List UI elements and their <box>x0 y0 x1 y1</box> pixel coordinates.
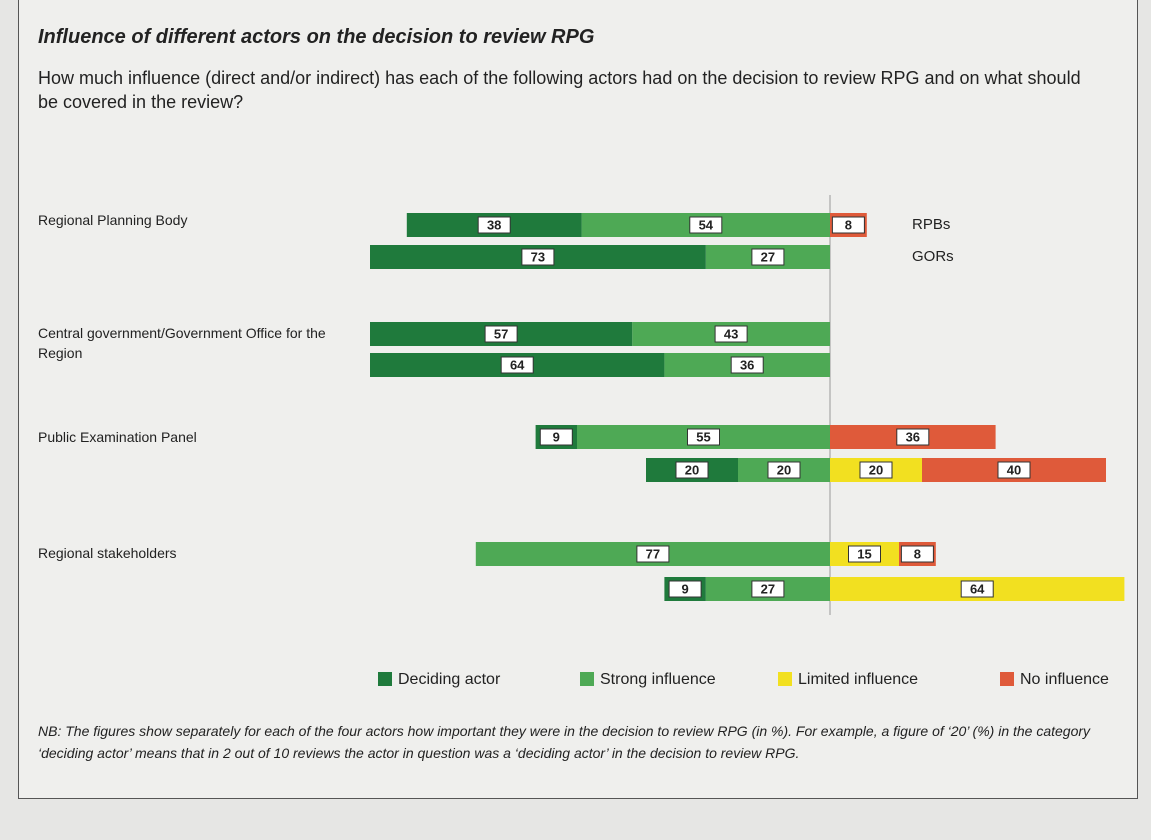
legend-swatch <box>378 672 392 686</box>
value-label: 64 <box>970 581 985 596</box>
value-label-box <box>960 580 994 598</box>
value-label-box <box>477 216 511 234</box>
value-label: 36 <box>906 429 920 444</box>
value-label-box <box>730 356 764 374</box>
value-label: 20 <box>777 462 791 477</box>
value-label: 55 <box>696 429 710 444</box>
actor-label: Regional Planning Body <box>38 212 188 228</box>
figure-box <box>18 0 1138 799</box>
value-label-box <box>668 580 702 598</box>
value-label: 54 <box>699 217 714 232</box>
note: NB: The figures show separately for each… <box>38 723 1091 761</box>
chart-title: Influence of different actors on the dec… <box>38 26 595 48</box>
actor-label: Public Examination Panel <box>38 429 197 445</box>
chart-subtitle: How much influence (direct and/or indire… <box>38 68 1081 112</box>
value-label-box <box>767 461 801 479</box>
legend-label: Strong influence <box>600 671 716 688</box>
value-label-box <box>484 325 518 343</box>
respondent-label: GORs <box>912 248 954 265</box>
value-label-box <box>539 428 573 446</box>
value-label-box <box>521 248 555 266</box>
value-label: 36 <box>740 357 754 372</box>
value-label: 40 <box>1007 462 1021 477</box>
value-label: 20 <box>869 462 883 477</box>
value-label: 38 <box>487 217 501 232</box>
value-label: 73 <box>531 249 545 264</box>
value-label: 20 <box>685 462 699 477</box>
value-label-box <box>714 325 748 343</box>
value-label: 8 <box>845 217 852 232</box>
actor-label: Regional stakeholders <box>38 545 177 561</box>
value-label-box <box>831 216 865 234</box>
legend-swatch <box>580 672 594 686</box>
value-label-box <box>687 428 720 446</box>
value-label: 9 <box>553 429 560 444</box>
value-label-box <box>848 545 881 563</box>
value-label: 27 <box>761 249 775 264</box>
value-label-box <box>751 248 785 266</box>
legend-label: No influence <box>1020 671 1109 688</box>
value-label: 43 <box>724 326 738 341</box>
legend-label: Deciding actor <box>398 671 501 688</box>
value-label-box <box>751 580 785 598</box>
respondent-label: RPBs <box>912 216 950 233</box>
value-label-box <box>675 461 709 479</box>
value-label-box <box>500 356 534 374</box>
value-label-box <box>900 545 934 563</box>
value-label-box <box>896 428 930 446</box>
value-label: 8 <box>914 546 921 561</box>
value-label: 9 <box>681 581 688 596</box>
actor-label: Central government/Government Office for… <box>38 325 326 361</box>
value-label: 15 <box>857 546 871 561</box>
value-label: 64 <box>510 357 525 372</box>
value-label: 77 <box>646 546 660 561</box>
value-label-box <box>689 216 723 234</box>
value-label-box <box>859 461 893 479</box>
value-label-box <box>636 545 670 563</box>
legend-swatch <box>1000 672 1014 686</box>
value-label: 57 <box>494 326 508 341</box>
value-label: 27 <box>761 581 775 596</box>
legend-label: Limited influence <box>798 671 918 688</box>
legend-swatch <box>778 672 792 686</box>
value-label-box <box>997 461 1031 479</box>
